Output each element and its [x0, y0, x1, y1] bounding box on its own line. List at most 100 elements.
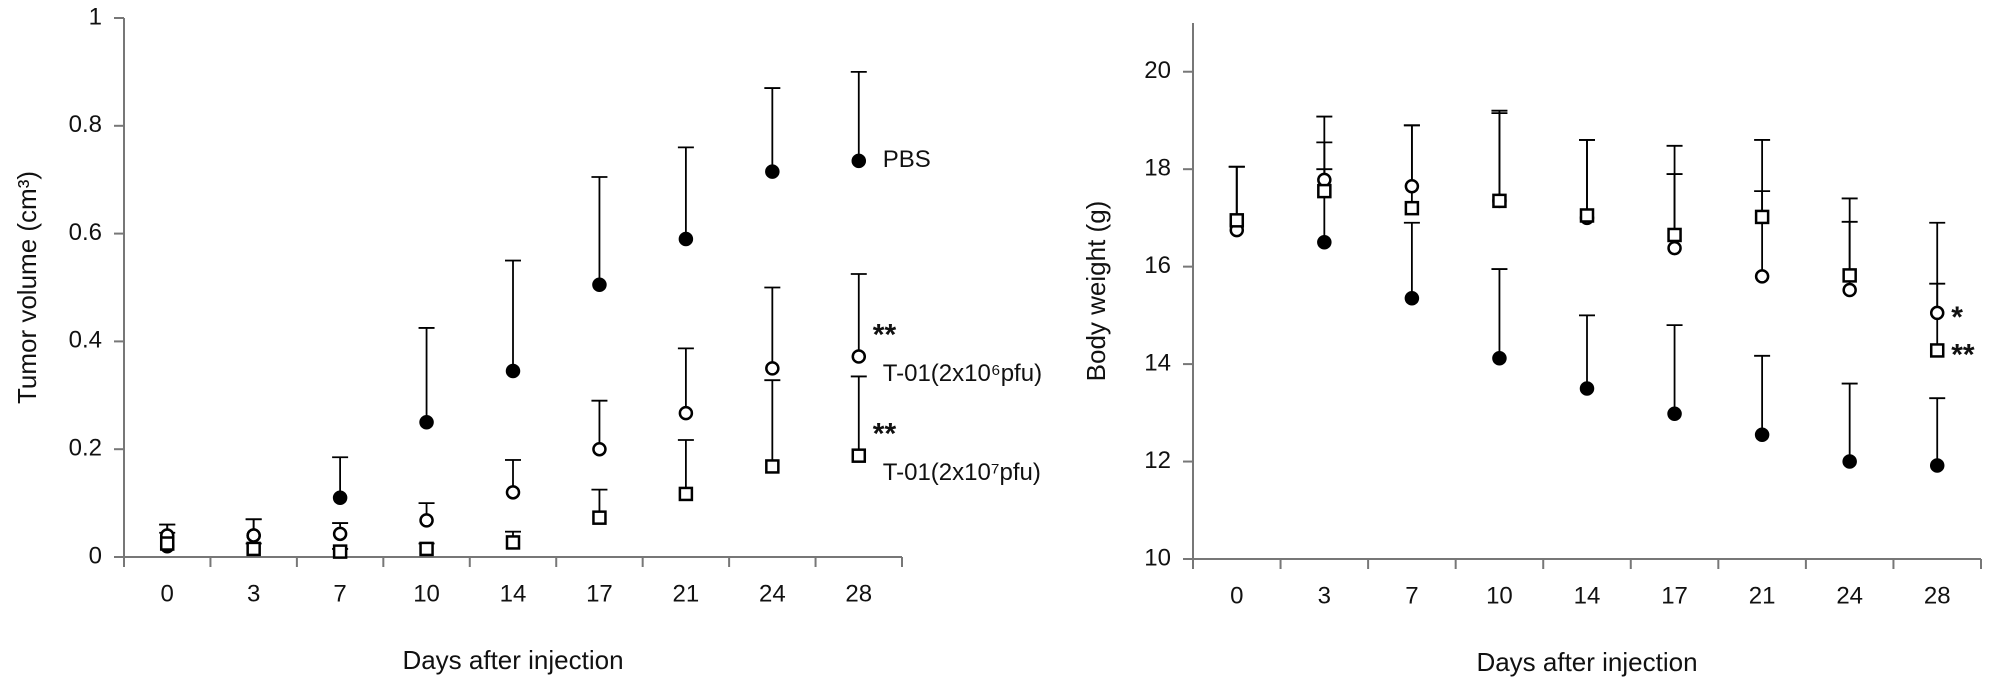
error-bar	[764, 286, 781, 369]
series-label: T-01(2x10⁶pfu)	[883, 360, 1042, 387]
marker	[1317, 235, 1332, 250]
marker	[1929, 458, 1945, 473]
marker	[851, 349, 867, 364]
error-bar	[1666, 324, 1683, 414]
annotation: **	[873, 418, 897, 451]
x-tick-label: 7	[333, 580, 346, 607]
marker	[678, 405, 694, 421]
marker	[505, 485, 521, 500]
marker	[159, 536, 175, 551]
marker	[765, 164, 780, 179]
marker	[678, 231, 694, 247]
marker	[851, 448, 867, 463]
x-tick-label: 24	[759, 580, 786, 607]
marker	[332, 544, 348, 559]
x-tick-label: 24	[1836, 582, 1863, 609]
x-tick-label: 10	[413, 580, 440, 607]
marker	[851, 153, 867, 169]
error-bar	[850, 375, 867, 456]
error-bar	[1228, 165, 1245, 221]
y-tick-label: 12	[1144, 447, 1171, 474]
marker	[1667, 240, 1682, 256]
x-tick-label: 7	[1405, 582, 1418, 609]
x-axis-title: Days after injection	[1476, 647, 1697, 677]
marker	[1404, 200, 1420, 216]
x-tick-label: 0	[161, 580, 174, 607]
y-tick-label: 0.4	[69, 327, 102, 354]
y-axis-title: Body weight (g)	[1081, 201, 1111, 382]
y-tick-label: 0	[89, 542, 102, 569]
error-bar	[1754, 354, 1771, 435]
x-tick-label: 0	[1230, 582, 1243, 609]
y-axis-title: Tumor volume (cm³)	[12, 171, 42, 404]
error-bar	[1403, 221, 1420, 299]
marker	[1754, 427, 1770, 442]
marker	[1229, 213, 1245, 228]
x-axis-title: Days after injection	[402, 645, 623, 675]
error-bar	[418, 327, 435, 423]
error-bar	[1841, 197, 1858, 276]
error-bar	[850, 273, 867, 357]
error-bar	[1579, 314, 1595, 389]
annotation: *	[1951, 301, 1963, 334]
marker	[1929, 343, 1945, 358]
error-bar	[505, 259, 521, 372]
marker	[1404, 291, 1420, 306]
error-bar	[1491, 268, 1508, 359]
y-tick-label: 0.8	[69, 111, 102, 138]
marker	[592, 510, 607, 525]
marker	[1667, 406, 1682, 422]
marker	[678, 486, 694, 502]
annotation: **	[1951, 338, 1975, 371]
marker	[1492, 350, 1507, 366]
x-tick-label: 3	[1318, 582, 1331, 609]
x-tick-label: 21	[673, 580, 700, 607]
annotation: **	[873, 318, 897, 351]
marker	[1579, 208, 1595, 223]
marker	[419, 541, 434, 557]
x-tick-label: 28	[1924, 582, 1951, 609]
error-bar	[677, 347, 694, 414]
marker	[246, 528, 261, 543]
marker	[592, 441, 607, 457]
error-bar	[677, 146, 694, 239]
marker	[332, 490, 348, 505]
error-bar	[591, 176, 608, 285]
x-tick-label: 3	[247, 580, 260, 607]
y-tick-label: 0.2	[69, 435, 102, 462]
marker	[419, 415, 434, 430]
error-bar	[850, 71, 867, 161]
marker	[592, 277, 607, 293]
y-tick-label: 10	[1144, 544, 1171, 571]
x-tick-label: 28	[845, 580, 872, 607]
x-tick-label: 17	[1661, 582, 1688, 609]
marker	[1842, 268, 1857, 283]
x-tick-label: 14	[1574, 582, 1601, 609]
marker	[765, 361, 780, 376]
marker	[1492, 193, 1507, 209]
series-label: PBS	[883, 146, 931, 173]
marker	[1842, 282, 1857, 298]
y-tick-label: 20	[1144, 57, 1171, 84]
error-bar	[1491, 109, 1508, 201]
error-bar	[1929, 397, 1946, 466]
marker	[246, 541, 261, 557]
y-tick-label: 0.6	[69, 219, 102, 246]
error-bar	[764, 87, 781, 172]
x-tick-label: 10	[1486, 582, 1513, 609]
marker	[1317, 183, 1332, 199]
marker	[419, 513, 434, 528]
y-tick-label: 14	[1144, 349, 1171, 376]
error-bar	[764, 379, 781, 467]
error-bar	[1403, 124, 1420, 209]
marker	[1842, 454, 1857, 469]
series-label: T-01(2x10⁷pfu)	[883, 459, 1041, 486]
marker	[332, 526, 348, 542]
error-bar	[1841, 382, 1858, 462]
x-tick-label: 21	[1749, 582, 1776, 609]
error-bar	[591, 399, 608, 450]
x-tick-label: 17	[586, 580, 613, 607]
marker	[1754, 209, 1770, 225]
